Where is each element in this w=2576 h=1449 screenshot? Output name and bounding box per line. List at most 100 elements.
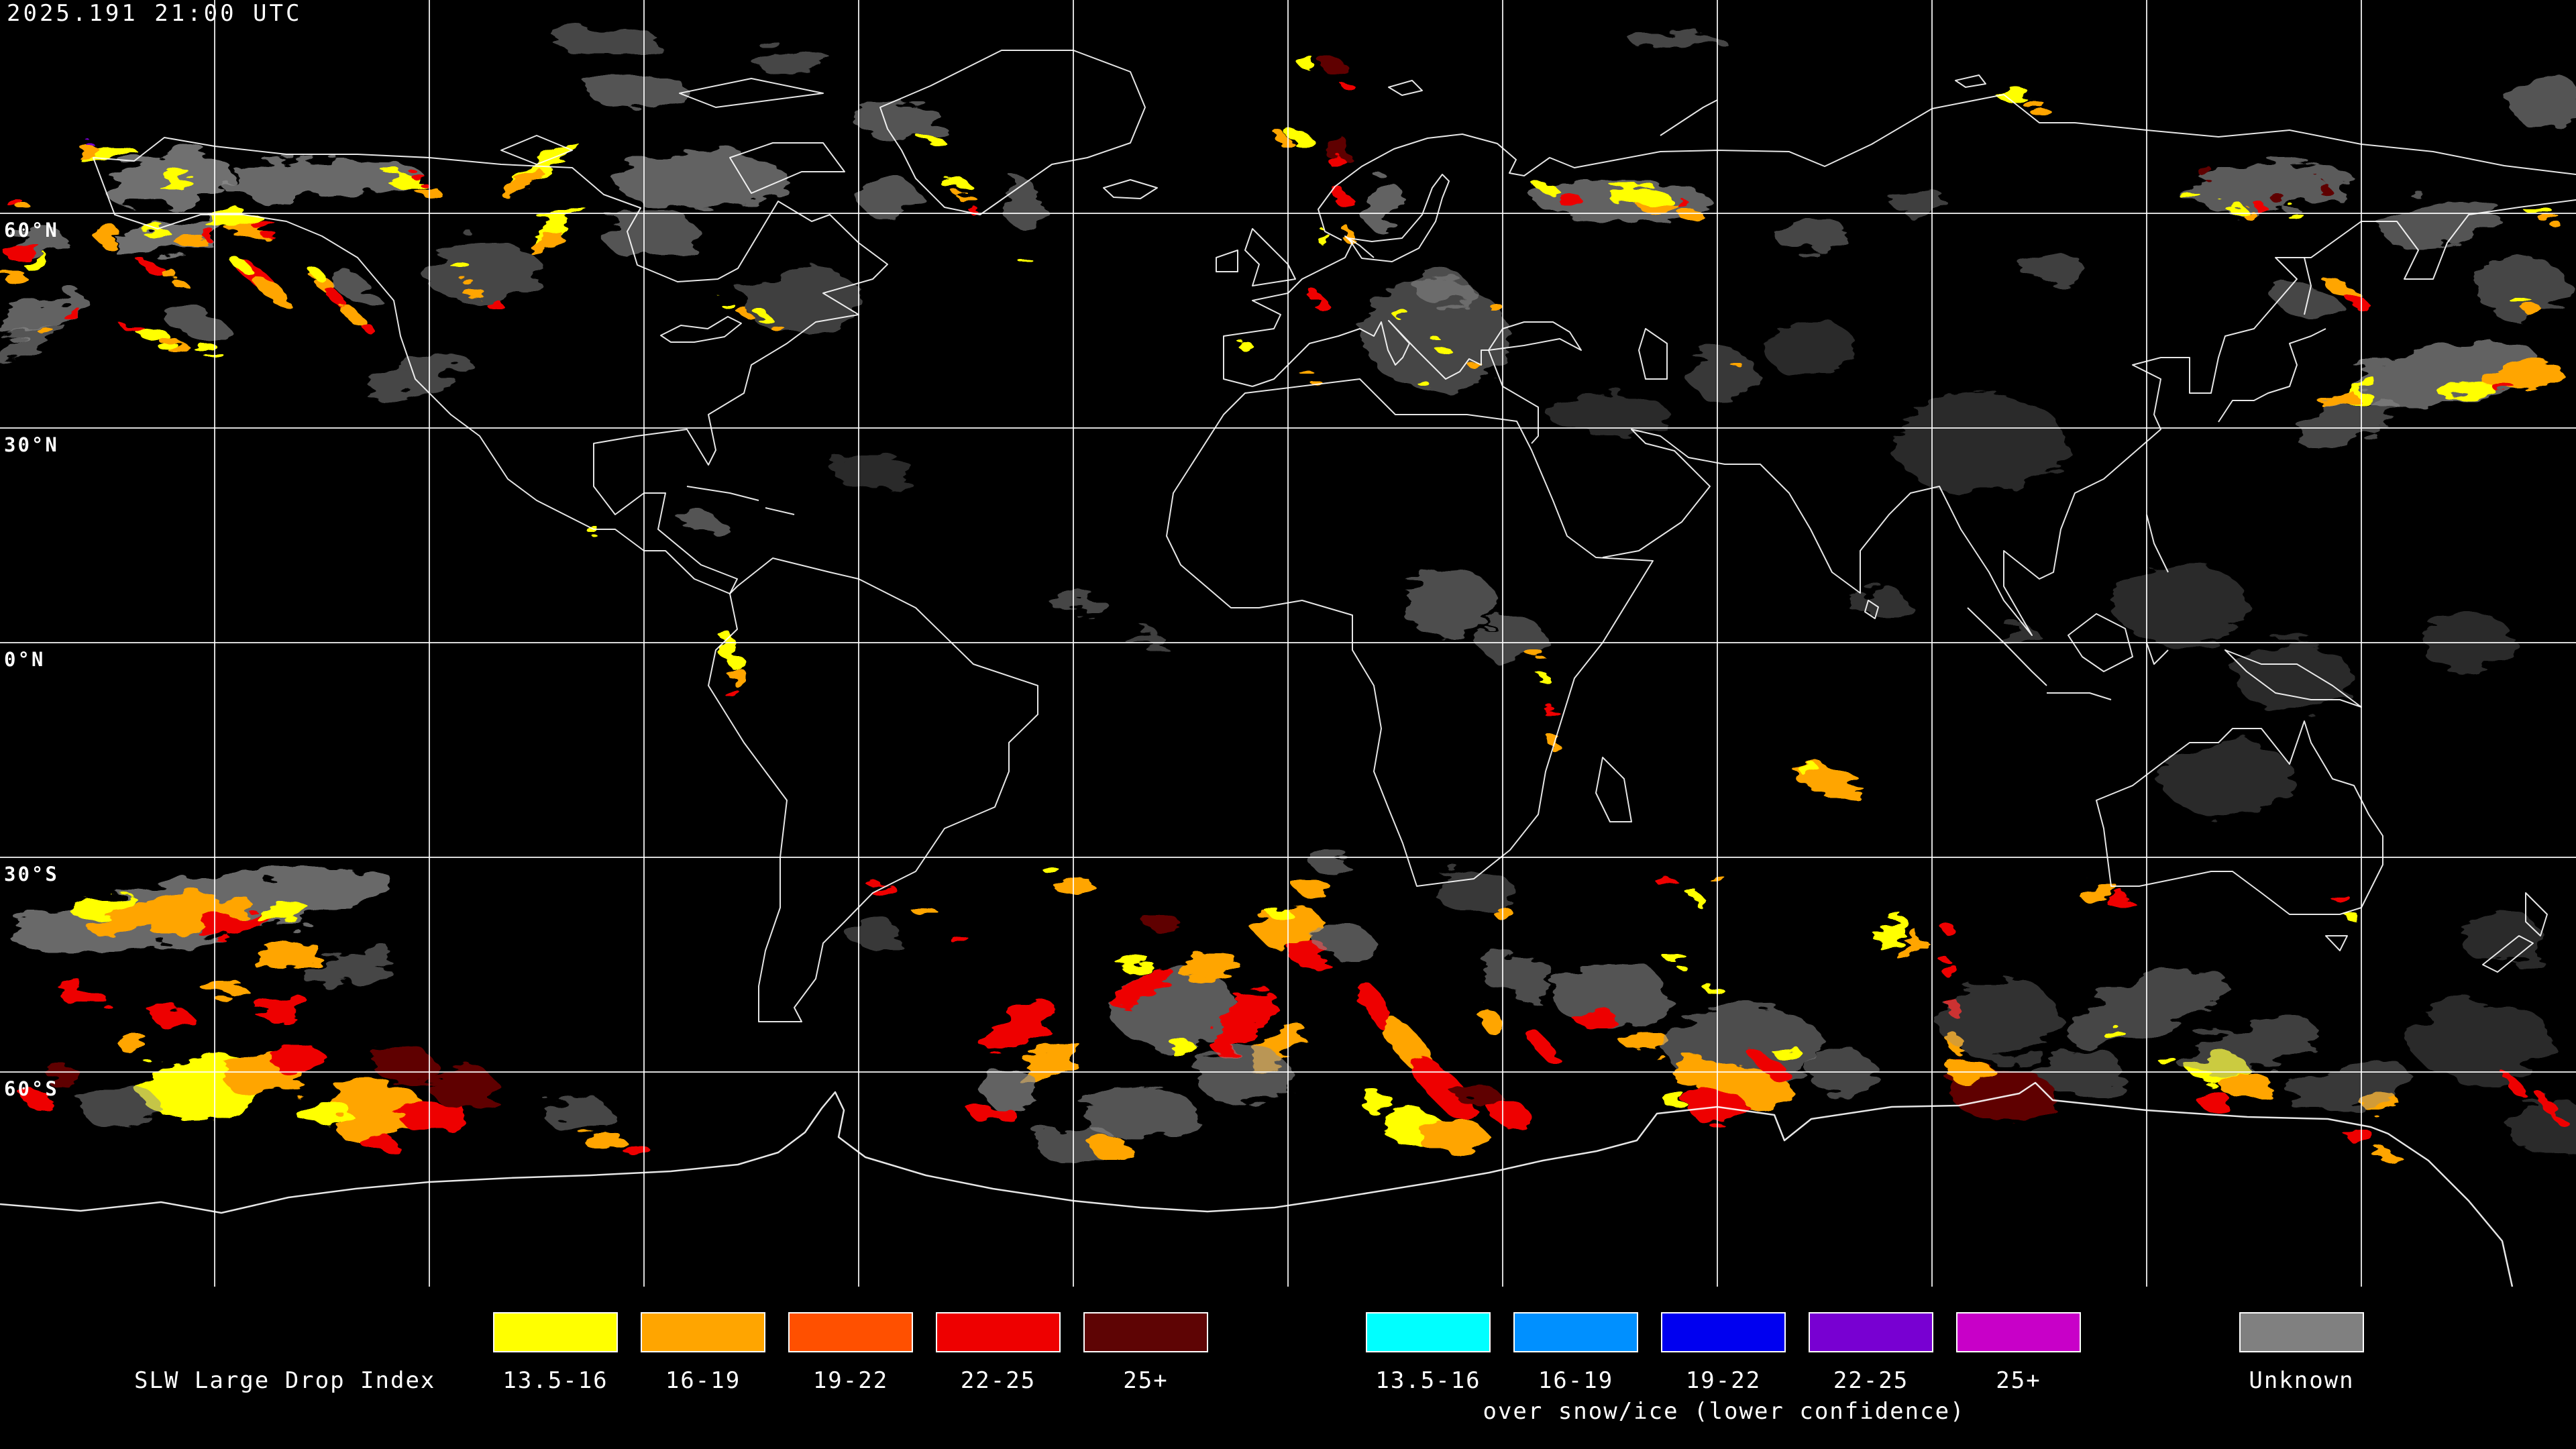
data-patch <box>1362 278 1509 393</box>
data-patch <box>2522 203 2549 213</box>
slw-swatch-16-19 <box>641 1312 765 1352</box>
data-patch <box>1770 1042 1799 1057</box>
data-patch <box>1540 186 1559 196</box>
data-patch <box>753 311 769 319</box>
data-patch <box>1278 136 1290 146</box>
data-patch <box>1307 291 1322 303</box>
data-patch <box>2113 564 2247 644</box>
data-patch <box>588 527 600 535</box>
data-patch <box>2080 883 2120 901</box>
data-patch <box>67 894 137 914</box>
data-patch <box>1892 392 2066 493</box>
coast-black-sea <box>1488 321 1582 351</box>
data-patch <box>726 685 737 700</box>
coast-baffin-island <box>729 142 845 194</box>
data-patch <box>1332 154 1344 170</box>
data-patch <box>2197 1092 2231 1108</box>
data-patch <box>93 224 119 243</box>
data-patch <box>2382 196 2502 247</box>
data-patch <box>2422 614 2516 674</box>
data-patch <box>2512 297 2533 307</box>
data-patch <box>459 283 480 294</box>
data-patch <box>718 299 731 305</box>
latitude-label: 30°S <box>4 863 59 885</box>
data-patch <box>587 74 688 107</box>
data-patch <box>981 1067 1038 1110</box>
data-patch <box>2199 164 2211 178</box>
data-patch <box>142 262 166 275</box>
data-patch <box>111 217 231 256</box>
coast-new-guinea <box>2224 649 2362 708</box>
data-patch <box>39 328 55 336</box>
data-patch <box>2239 207 2253 215</box>
snow-ice-label: 16-19 <box>1538 1367 1614 1394</box>
data-patch <box>544 139 576 163</box>
data-patch <box>872 885 899 899</box>
data-patch <box>1529 651 1546 661</box>
data-patch <box>162 270 182 282</box>
coastlines <box>0 50 2576 1287</box>
coast-new-zealand-north <box>2525 892 2548 936</box>
data-patch <box>365 351 467 400</box>
data-patch <box>1359 982 1394 1033</box>
coast-madagascar <box>1595 757 1632 822</box>
data-patch <box>845 919 899 946</box>
data-patch <box>2475 258 2569 319</box>
data-patch <box>447 258 466 266</box>
slw-label: 13.5-16 <box>502 1367 608 1394</box>
data-patch <box>138 328 171 343</box>
data-patch <box>1265 904 1287 916</box>
data-patch <box>859 178 919 218</box>
data-patch <box>1678 209 1703 220</box>
data-patch <box>1660 880 1680 891</box>
data-patch <box>2542 216 2563 227</box>
data-patch <box>614 152 788 208</box>
data-patch <box>1341 226 1352 241</box>
data-patch <box>2462 912 2542 966</box>
data-patch <box>427 1066 502 1110</box>
data-patch <box>1637 198 1677 211</box>
data-patch <box>1558 194 1582 206</box>
coast-victoria-island <box>500 135 573 165</box>
data-patch <box>1703 983 1721 992</box>
data-patch <box>604 208 698 262</box>
data-patch <box>1545 706 1557 718</box>
data-patch <box>331 272 380 307</box>
data-patch <box>1359 1093 1394 1110</box>
data-patch <box>1621 1030 1669 1052</box>
data-patch <box>1212 987 1273 1055</box>
coast-sumatra <box>1967 607 2047 686</box>
data-patch <box>2442 383 2496 402</box>
coast-great-lakes <box>660 316 742 343</box>
data-patch <box>174 233 204 246</box>
coast-great-britain <box>1244 228 1296 286</box>
data-patch <box>1341 80 1352 89</box>
data-patch <box>124 324 144 333</box>
data-patch <box>2355 343 2542 409</box>
data-patch <box>2108 896 2132 908</box>
data-patch <box>1045 868 1061 876</box>
data-patch <box>2159 1057 2177 1066</box>
coast-borneo <box>2068 613 2133 672</box>
snow-ice-label: 25+ <box>1996 1367 2041 1394</box>
coast-australia <box>2096 720 2383 915</box>
data-patch <box>2104 1028 2125 1040</box>
data-patch <box>1753 1054 1789 1079</box>
coast-novaya-zemlya <box>1660 99 1718 136</box>
coast-baltic-sea <box>1348 174 1450 262</box>
data-patch <box>1436 345 1449 353</box>
data-patch <box>727 661 741 683</box>
timestamp: 2025.191 21:00 UTC <box>7 0 303 27</box>
data-patch <box>2033 1050 2127 1097</box>
graticule-grid <box>0 0 2576 1287</box>
latitude-label: 60°S <box>4 1077 59 1100</box>
data-patch <box>1254 906 1324 949</box>
coast-java <box>2047 692 2112 700</box>
data-patch <box>2180 163 2355 213</box>
data-patch <box>1875 918 1909 947</box>
coast-iceland <box>1103 179 1158 199</box>
coast-asia-pacific-indian <box>1602 199 2576 636</box>
coast-ellesmere-island <box>679 78 824 108</box>
data-patch <box>1295 878 1330 896</box>
